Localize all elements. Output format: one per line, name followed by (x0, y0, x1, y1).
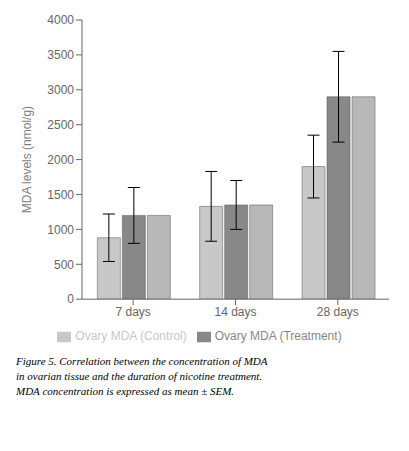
svg-text:3000: 3000 (47, 83, 74, 97)
svg-text:1000: 1000 (47, 223, 74, 237)
svg-text:MDA levels (nmol/g): MDA levels (nmol/g) (20, 106, 34, 213)
svg-text:3500: 3500 (47, 48, 74, 62)
html-text:MDA concentration is expressed: MDA concentration is expressed as mean ±… (16, 384, 235, 397)
html-text:Ovary MDA (Treatment): Ovary MDA (Treatment) (214, 329, 342, 344)
svg-text:500: 500 (54, 258, 74, 272)
html-text:Figure 5. Correlation between: Figure 5. Correlation between the concen… (16, 355, 268, 367)
svg-text:2000: 2000 (47, 153, 74, 167)
svg-text:2500: 2500 (47, 118, 74, 132)
svg-text:0: 0 (67, 292, 74, 306)
svg-text:1500: 1500 (47, 188, 74, 202)
html-text:in ovarian tissue and the dura: in ovarian tissue and the duration of ni… (16, 369, 263, 382)
svg-text:28 days: 28 days (317, 305, 359, 319)
html-text:Ovary MDA (Control): Ovary MDA (Control) (75, 329, 187, 344)
svg-text:14 days: 14 days (214, 305, 256, 319)
svg-text:4000: 4000 (47, 13, 74, 27)
svg-text:7 days: 7 days (115, 305, 150, 319)
